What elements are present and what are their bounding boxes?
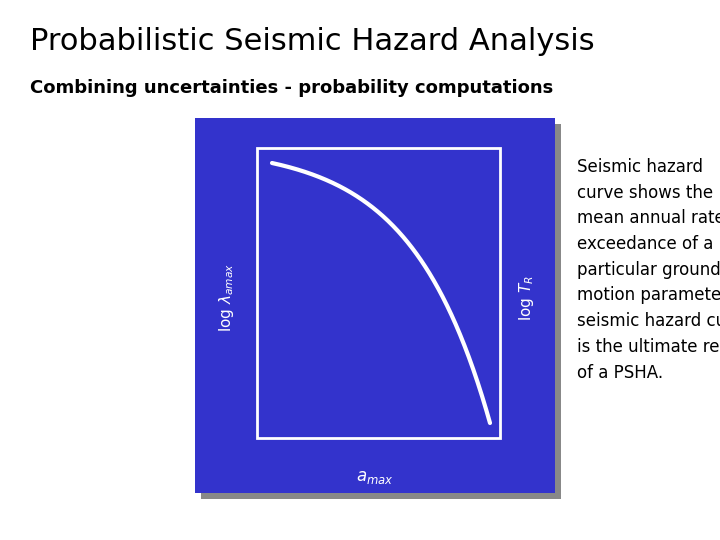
Bar <box>195 118 555 493</box>
Text: log $\lambda_{amax}$: log $\lambda_{amax}$ <box>217 264 236 333</box>
Bar <box>257 148 500 438</box>
Text: $a_{max}$: $a_{max}$ <box>356 468 394 486</box>
Text: Probabilistic Seismic Hazard Analysis: Probabilistic Seismic Hazard Analysis <box>30 28 595 57</box>
Text: Combining uncertainties - probability computations: Combining uncertainties - probability co… <box>30 79 553 97</box>
Text: Seismic hazard
curve shows the
mean annual rate of
exceedance of a
particular gr: Seismic hazard curve shows the mean annu… <box>577 158 720 382</box>
Text: log $T_R$: log $T_R$ <box>518 275 536 321</box>
Bar <box>201 124 561 499</box>
